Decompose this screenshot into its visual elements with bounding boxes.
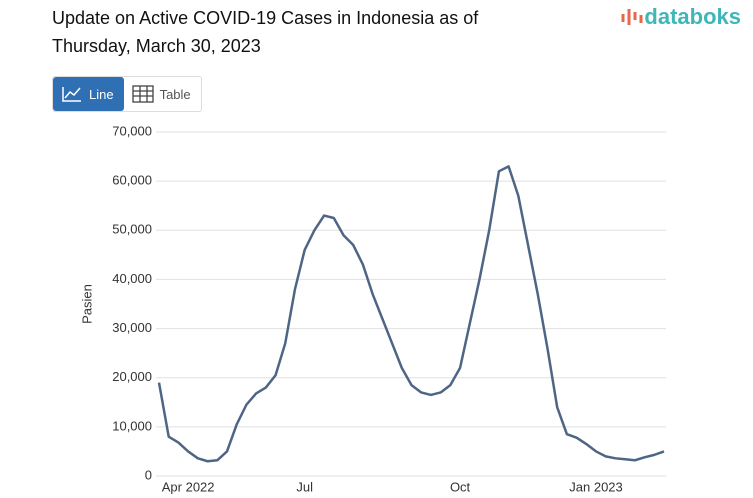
x-tick-label: Oct bbox=[450, 479, 471, 494]
line-series bbox=[157, 165, 665, 463]
table-button-label: Table bbox=[159, 86, 191, 102]
x-tick-label: Jan 2023 bbox=[569, 479, 623, 494]
logo: databoks bbox=[620, 4, 741, 30]
y-tick-label: 0 bbox=[145, 467, 152, 482]
logo-text: databoks bbox=[644, 4, 741, 29]
line-button-label: Line bbox=[89, 86, 114, 102]
line-button[interactable]: Line bbox=[53, 77, 124, 111]
y-tick-label: 20,000 bbox=[112, 369, 152, 384]
chart-title: Update on Active COVID-19 Cases in Indon… bbox=[52, 8, 479, 56]
y-tick-label: 40,000 bbox=[112, 271, 152, 286]
logo-icon bbox=[621, 9, 643, 25]
view-toggle: Line Table bbox=[52, 76, 202, 112]
y-tick-label: 10,000 bbox=[112, 418, 152, 433]
y-tick-label: 70,000 bbox=[112, 123, 152, 138]
y-tick-label: 30,000 bbox=[112, 320, 152, 335]
x-tick-label: Apr 2022 bbox=[162, 479, 215, 494]
y-axis-label: Pasien bbox=[79, 284, 94, 324]
line-icon bbox=[62, 87, 81, 102]
x-tick-label: Jul bbox=[296, 479, 313, 494]
y-tick-label: 50,000 bbox=[112, 222, 152, 237]
table-icon bbox=[131, 85, 154, 103]
table-button[interactable]: Table bbox=[124, 77, 201, 111]
y-tick-label: 60,000 bbox=[112, 173, 152, 188]
